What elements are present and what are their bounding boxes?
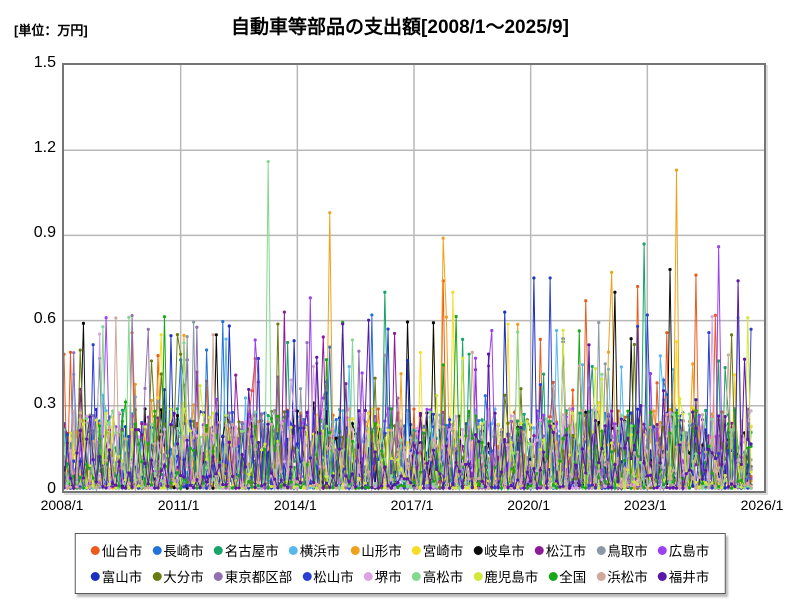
legend-item: 宮崎市 <box>411 537 464 563</box>
legend-item: 広島市 <box>657 537 710 563</box>
legend-item-label: 広島市 <box>668 544 710 559</box>
legend-marker-icon <box>302 571 312 581</box>
legend-item: 全国 <box>548 563 586 589</box>
legend-item-label: 全国 <box>559 570 587 585</box>
x-axis-tick-label: 2014/1 <box>273 497 317 513</box>
x-axis-tick-label: 2008/1 <box>40 497 84 513</box>
legend-item-label: 堺市 <box>374 570 402 585</box>
legend-item-label: 富山市 <box>101 570 143 585</box>
legend-item: 長崎市 <box>152 537 204 563</box>
plot-area <box>62 63 766 493</box>
legend-item-label: 長崎市 <box>163 544 204 559</box>
legend-item-label: 仙台市 <box>101 544 143 559</box>
legend-item-label: 岐阜市 <box>484 544 525 559</box>
legend-marker-icon <box>213 545 223 555</box>
legend-marker-icon <box>596 571 606 581</box>
x-axis-tick-label: 2017/1 <box>390 497 434 513</box>
legend-marker-icon <box>657 545 667 555</box>
legend-item-label: 東京都区部 <box>224 570 293 585</box>
legend-marker-icon <box>473 571 483 581</box>
y-axis-tick-label: 0 <box>47 480 56 497</box>
legend-item-label: 鳥取市 <box>607 544 648 559</box>
legend-marker-icon <box>288 545 298 555</box>
legend-item: 名古屋市 <box>213 537 279 563</box>
legend-item-label: 宮崎市 <box>422 544 464 559</box>
legend-item-label: 名古屋市 <box>224 544 279 559</box>
legend-item: 浜松市 <box>596 563 648 589</box>
legend-marker-icon <box>548 571 558 581</box>
legend-item-label: 高松市 <box>422 570 464 585</box>
legend-item: 松山市 <box>302 563 354 589</box>
x-axis-tick-label: 2023/1 <box>623 497 667 513</box>
y-axis-tick-label: 0.3 <box>33 394 56 412</box>
legend-marker-icon <box>90 545 100 555</box>
x-axis-tick-label: 2020/1 <box>507 497 551 513</box>
legend-marker-icon <box>350 545 360 555</box>
legend-item: 堺市 <box>363 563 402 589</box>
legend-item: 松江市 <box>534 537 587 563</box>
y-axis-tick-label: 0.9 <box>33 224 56 242</box>
y-axis-tick-label: 1.2 <box>33 139 56 157</box>
legend-item-label: 山形市 <box>361 544 402 559</box>
legend-item-label: 大分市 <box>163 570 204 585</box>
legend-marker-icon <box>657 571 667 581</box>
legend-item: 高松市 <box>411 563 464 589</box>
legend-item-label: 福井市 <box>668 570 710 585</box>
legend-marker-icon <box>90 571 100 581</box>
legend-marker-icon <box>213 571 223 581</box>
chart-title: 自動車等部品の支出額[2008/1～2025/9] <box>231 17 569 38</box>
legend-item: 福井市 <box>657 563 710 589</box>
legend-item: 富山市 <box>90 563 143 589</box>
x-axis-tick-label: 2026/1 <box>740 497 784 513</box>
legend: 仙台市 長崎市 名古屋市 横浜市 山形市 宮崎市 岐阜市 松江市 鳥取市 広島市富山市 大分市 東京都… <box>74 533 726 594</box>
unit-label: [単位：万円] <box>14 23 88 38</box>
legend-marker-icon <box>596 545 606 555</box>
legend-item: 鳥取市 <box>596 537 648 563</box>
legend-item: 横浜市 <box>288 537 341 563</box>
legend-item: 仙台市 <box>90 537 143 563</box>
legend-item: 大分市 <box>152 563 204 589</box>
legend-item-label: 横浜市 <box>299 544 341 559</box>
legend-marker-icon <box>363 571 373 581</box>
legend-item: 山形市 <box>350 537 402 563</box>
legend-item-label: 松江市 <box>545 544 587 559</box>
legend-item: 岐阜市 <box>473 537 525 563</box>
legend-marker-icon <box>411 545 421 555</box>
legend-item-label: 浜松市 <box>607 570 648 585</box>
x-axis-tick-label: 2011/1 <box>157 497 200 513</box>
legend-item: 鹿児島市 <box>473 563 538 589</box>
legend-marker-icon <box>152 545 162 555</box>
legend-row: 富山市 大分市 東京都区部 松山市 堺市 高松市 鹿児島市 全国 浜松市 福井市 <box>86 563 715 589</box>
legend-row: 仙台市 長崎市 名古屋市 横浜市 山形市 宮崎市 岐阜市 松江市 鳥取市 広島市 <box>86 537 715 563</box>
legend-marker-icon <box>411 571 421 581</box>
legend-item-label: 松山市 <box>313 570 354 585</box>
legend-item: 東京都区部 <box>213 563 293 589</box>
legend-item-label: 鹿児島市 <box>484 570 539 585</box>
plot-canvas <box>64 65 764 491</box>
legend-marker-icon <box>473 545 483 555</box>
y-axis-tick-label: 1.5 <box>33 54 56 71</box>
y-axis-tick-label: 0.6 <box>33 309 56 327</box>
legend-marker-icon <box>152 571 162 581</box>
legend-marker-icon <box>534 545 544 555</box>
